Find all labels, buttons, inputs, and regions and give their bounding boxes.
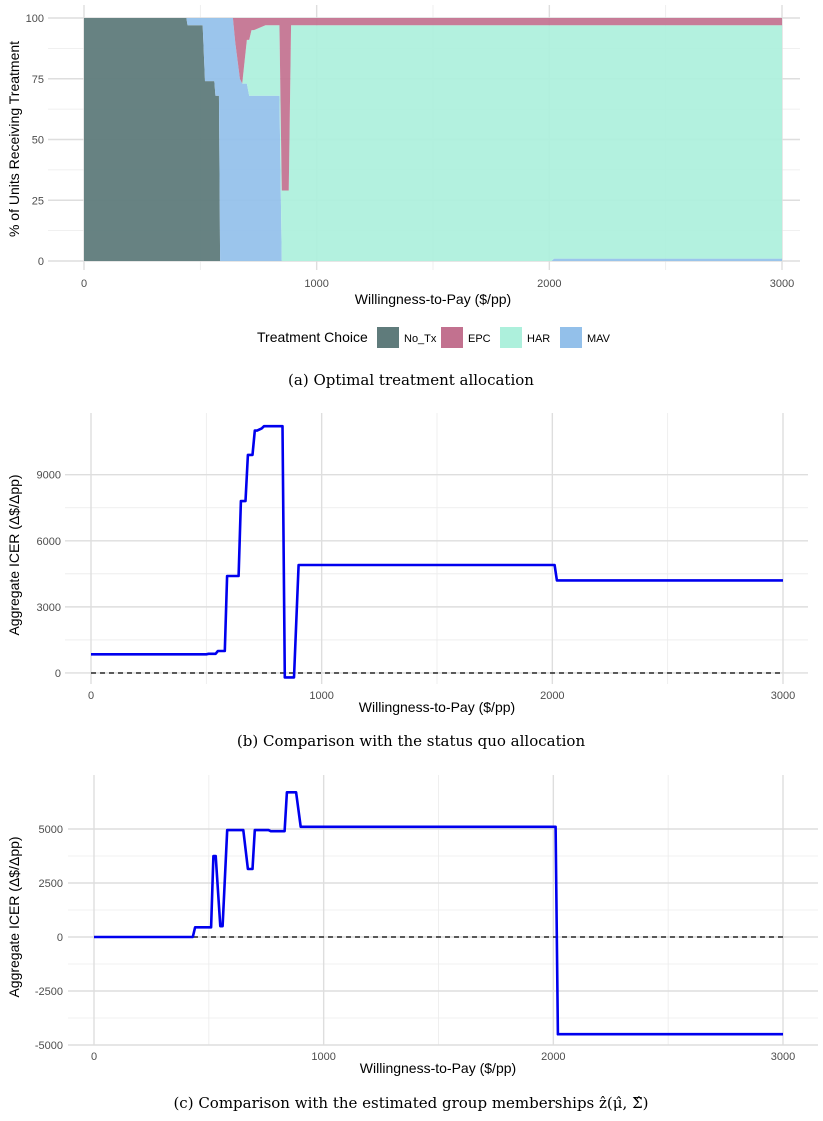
x-tick-label: 1000 — [304, 278, 328, 290]
y-tick-label: 25 — [32, 195, 44, 207]
y-tick-label: 75 — [32, 74, 44, 86]
panel-a-stacked-areas — [84, 18, 782, 261]
legend-label-har: HAR — [527, 333, 550, 345]
legend-swatch-har — [500, 327, 522, 348]
panel-c-x-axis-title: Willingness-to-Pay ($/pp) — [360, 1060, 516, 1076]
x-tick-label: 1000 — [311, 1051, 335, 1063]
panel-a-x-ticks: 0 1000 2000 3000 — [81, 278, 794, 290]
y-tick-label: 6000 — [37, 536, 61, 548]
y-tick-label: -2500 — [35, 986, 63, 998]
panel-b-x-ticks: 0 1000 2000 3000 — [88, 690, 795, 702]
panel-c-y-ticks: -5000 -2500 0 2500 5000 — [35, 824, 63, 1052]
panel-b-y-ticks: 0 3000 6000 9000 — [37, 470, 61, 680]
panel-b-caption: (b) Comparison with the status quo alloc… — [237, 732, 586, 750]
y-tick-label: 5000 — [39, 824, 63, 836]
x-tick-label: 1000 — [309, 690, 333, 702]
legend-swatch-mav — [560, 327, 582, 348]
legend-swatch-no-tx — [377, 327, 399, 348]
y-tick-label: -5000 — [35, 1040, 63, 1052]
x-tick-label: 3000 — [771, 1051, 795, 1063]
panel-c-y-axis-title: Aggregate ICER (Δ$/Δpp) — [6, 836, 22, 997]
x-tick-label: 2000 — [537, 278, 561, 290]
x-tick-label: 3000 — [770, 278, 794, 290]
legend-label-epc: EPC — [468, 333, 491, 345]
legend-swatch-epc — [441, 327, 463, 348]
x-tick-label: 0 — [88, 690, 94, 702]
panel-a-allocation-chart: 0 1000 2000 3000 0 25 50 75 100 Willingness-to-… — [6, 5, 800, 389]
legend-label-mav: MAV — [587, 333, 611, 345]
x-tick-label: 2000 — [541, 1051, 565, 1063]
panel-a-y-ticks: 0 25 50 75 100 — [26, 13, 44, 268]
y-tick-label: 0 — [38, 256, 44, 268]
panel-a-caption: (a) Optimal treatment allocation — [288, 371, 534, 389]
y-tick-label: 50 — [32, 135, 44, 147]
area-no-tx — [84, 18, 782, 261]
x-tick-label: 0 — [91, 1051, 97, 1063]
y-tick-label: 9000 — [37, 470, 61, 482]
panel-c-icer-series-line — [94, 791, 783, 1036]
area-har — [84, 18, 782, 261]
panel-b-x-axis-title: Willingness-to-Pay ($/pp) — [359, 699, 515, 715]
panel-c-icer-group-memberships-chart: 0 1000 2000 3000 -5000 -2500 0 2500 5000 Willin… — [6, 775, 818, 1112]
panel-b-gridlines — [65, 413, 808, 684]
x-tick-label: 2000 — [540, 690, 564, 702]
panel-a-x-axis-title: Willingness-to-Pay ($/pp) — [355, 291, 511, 307]
panel-c-caption: (c) Comparison with the estimated group … — [173, 1094, 648, 1112]
y-tick-label: 0 — [55, 668, 61, 680]
panel-b-icer-series-line — [91, 424, 783, 679]
x-tick-label: 3000 — [771, 690, 795, 702]
y-tick-label: 100 — [26, 13, 44, 25]
area-mav — [84, 18, 782, 261]
y-tick-label: 0 — [57, 932, 63, 944]
legend-items: No_Tx EPC HAR MAV — [377, 327, 611, 348]
y-tick-label: 3000 — [37, 602, 61, 614]
panel-c-gridlines — [68, 775, 818, 1046]
legend-label-no-tx: No_Tx — [404, 333, 437, 345]
legend: Treatment Choice No_Tx EPC HAR MAV — [257, 327, 611, 348]
y-tick-label: 2500 — [39, 878, 63, 890]
panel-a-y-axis-title: % of Units Receiving Treatment — [6, 41, 22, 237]
panel-c-x-ticks: 0 1000 2000 3000 — [91, 1051, 795, 1063]
panel-b-y-axis-title: Aggregate ICER (Δ$/Δpp) — [6, 474, 22, 635]
legend-title: Treatment Choice — [257, 329, 368, 345]
panel-b-icer-status-quo-chart: 0 1000 2000 3000 0 3000 6000 9000 Willingness-… — [6, 413, 808, 750]
x-tick-label: 0 — [81, 278, 87, 290]
